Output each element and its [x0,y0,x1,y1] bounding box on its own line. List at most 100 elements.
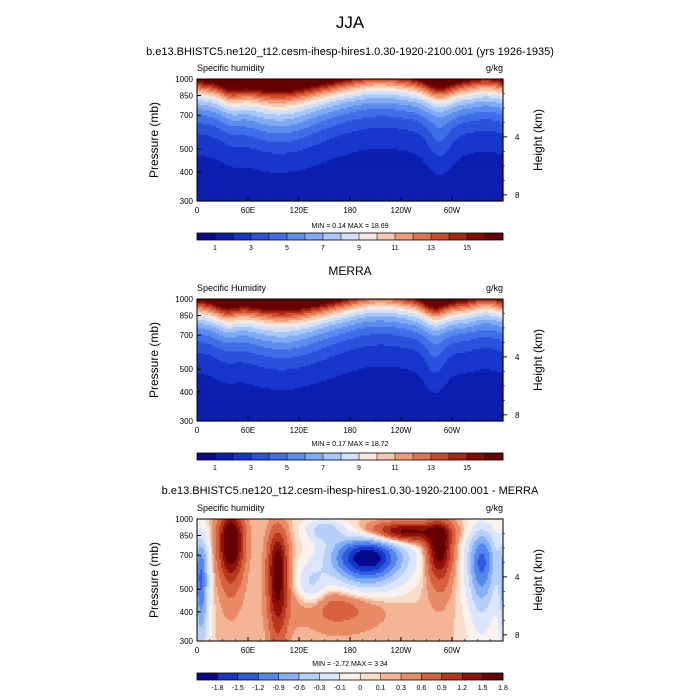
field-cell [203,602,207,605]
field-cell [469,546,473,550]
field-cell [219,529,224,532]
field-cell [292,576,295,579]
field-cell [365,316,397,319]
field-cell [203,599,207,602]
panel-merra-title: MERRA [328,264,371,278]
field-cell [423,566,426,569]
field-cell [412,87,422,91]
field-cell [443,339,472,342]
field-cell [423,84,428,87]
field-cell [222,87,227,91]
field-cell [457,571,462,574]
field-cell [208,557,212,560]
field-cell [360,519,378,522]
field-cell [285,637,293,640]
field-cell [341,567,349,571]
field-cell [263,536,269,539]
field-cell [300,578,310,581]
field-cell [358,529,365,532]
colorbar-swatch [401,673,422,680]
field-cell [463,85,477,89]
field-cell [390,529,402,532]
colorbar-swatch [421,673,443,680]
field-cell [395,564,402,567]
field-cell [469,321,504,324]
field-cell [411,538,426,541]
field-cell [197,531,207,534]
field-cell [316,312,327,316]
field-cell [423,576,428,579]
field-cell [300,552,315,555]
field-cell [450,593,456,597]
field-cell [220,101,229,104]
field-cell [462,84,473,87]
field-cell [489,560,494,564]
field-cell [411,105,426,108]
field-cell [501,571,504,574]
field-cell [418,94,426,98]
field-cell [435,566,445,569]
field-cell [424,110,436,113]
field-cell [426,101,434,104]
field-cell [282,625,288,628]
field-cell [390,581,407,585]
field-cell [421,564,424,567]
field-cell [197,586,201,590]
field-cell [219,333,266,337]
field-cell [242,574,249,578]
field-cell [426,85,431,89]
field-cell [271,590,276,593]
field-cell [299,534,309,538]
field-cell [312,555,324,558]
field-cell [467,602,475,605]
field-cell [448,539,453,543]
field-cell [197,539,205,543]
field-cell [460,588,467,592]
panel-merra: MERRA Specific Humidity g/kg 0 60E 120E 180… [147,264,545,472]
field-cell [356,552,378,555]
field-cell [433,560,446,564]
colorbar-swatch [467,233,486,240]
field-cell [271,541,276,544]
field-cell [197,562,205,565]
field-cell [205,300,336,304]
field-cell [339,573,349,576]
field-cell [202,571,205,574]
field-cell [314,532,343,536]
field-cell [487,606,501,609]
field-cell [312,606,326,609]
field-cell [215,529,220,532]
field-cell [460,538,465,541]
field-cell [268,538,273,541]
field-cell [197,122,203,125]
field-cell [399,567,407,571]
field-cell [263,623,269,626]
field-cell [440,311,446,314]
field-cell [265,635,271,639]
field-cell [273,573,283,576]
field-cell [293,574,297,578]
field-cell [295,555,300,558]
field-cell [445,573,451,576]
field-cell [424,304,429,307]
field-cell [300,593,322,597]
field-cell [365,524,377,527]
field-cell [283,621,290,625]
field-cell [280,590,285,593]
field-cell [433,171,448,174]
field-cell [401,566,409,569]
field-cell [501,562,504,565]
field-cell [421,543,428,546]
field-cell [197,560,200,564]
field-cell [215,613,225,616]
field-cell [453,623,465,626]
field-cell [341,318,358,321]
field-cell [452,592,456,595]
field-cell [429,167,451,171]
field-cell [319,590,327,593]
colorbar-swatch [215,453,234,460]
field-cell [197,126,217,129]
colorbar-frame [196,452,504,461]
field-cell [271,550,278,553]
field-cell [275,555,281,558]
